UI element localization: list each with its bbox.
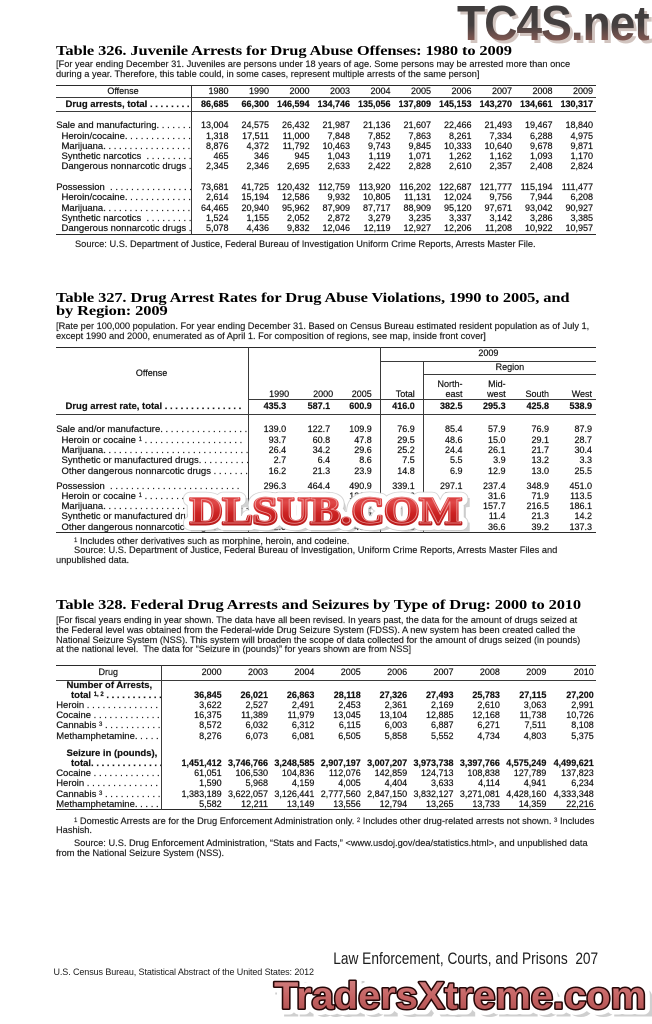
svg-text:TC4S.net: TC4S.net [460,0,652,54]
svg-text:DLSUB.COM: DLSUB.COM [190,489,462,533]
svg-text:TradersXtreme.com: TradersXtreme.com [274,976,646,1018]
svg-text:DLSUB.COM: DLSUB.COM [190,488,462,532]
svg-text:TradersXtreme.com: TradersXtreme.com [274,976,646,1018]
svg-text:TradersXtreme.com: TradersXtreme.com [279,980,651,1022]
svg-text:DLSUB.COM: DLSUB.COM [190,489,462,533]
svg-text:DLSUB.COM: DLSUB.COM [190,489,462,533]
svg-text:TradersXtreme.com: TradersXtreme.com [274,976,646,1018]
svg-text:DLSUB.COM: DLSUB.COM [195,493,467,537]
svg-text:TC4S.net: TC4S.net [457,0,650,51]
